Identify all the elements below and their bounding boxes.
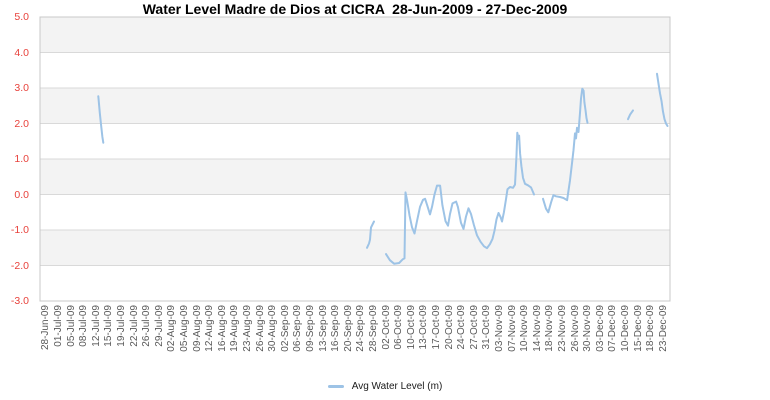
plot-band: [40, 230, 670, 266]
x-axis-tick-label: 13-Sep-09: [317, 305, 329, 352]
plot-border: [39, 16, 671, 302]
plot-band: [40, 123, 670, 159]
x-axis-tick-label: 15-Dec-09: [632, 305, 644, 352]
x-axis-tick-label: 05-Jul-09: [65, 305, 77, 347]
x-axis-tick-label: 23-Nov-09: [556, 305, 568, 352]
x-axis-tick-label: 16-Sep-09: [330, 305, 342, 352]
plot-band: [40, 159, 670, 195]
x-axis-tick-label: 09-Sep-09: [304, 305, 316, 352]
x-axis-tick-label: 28-Jun-09: [40, 305, 52, 351]
series-line: [385, 131, 535, 265]
x-axis-tick-label: 19-Aug-09: [229, 305, 241, 352]
plot-band: [40, 17, 670, 53]
x-axis-tick-label: 23-Aug-09: [241, 305, 253, 352]
x-axis-tick-label: 24-Sep-09: [355, 305, 367, 352]
x-axis-tick-label: 26-Jul-09: [141, 305, 153, 347]
x-axis-tick-label: 08-Jul-09: [78, 305, 90, 347]
legend-label: Avg Water Level (m): [351, 380, 443, 392]
plot-band: [40, 52, 670, 88]
x-axis-tick-label: 09-Aug-09: [191, 305, 203, 352]
x-axis-tick-label: 02-Aug-09: [166, 305, 178, 352]
y-axis-tick-label: -2.0: [10, 259, 29, 272]
x-axis-tick-label: 22-Jul-09: [128, 305, 140, 347]
x-axis-tick-label: 18-Dec-09: [645, 305, 657, 352]
legend: Avg Water Level (m): [0, 378, 770, 394]
x-axis-tick-label: 03-Dec-09: [594, 305, 606, 352]
x-axis-tick-label: 20-Oct-09: [443, 305, 455, 350]
x-axis-tick-label: 10-Dec-09: [619, 305, 631, 352]
y-axis-tick-label: -1.0: [10, 224, 29, 236]
y-axis-tick-label: 4.0: [14, 46, 29, 59]
x-axis-tick-label: 20-Sep-09: [342, 305, 354, 352]
x-axis-tick-label: 31-Oct-09: [481, 305, 493, 350]
x-axis-tick-label: 30-Aug-09: [267, 305, 279, 352]
x-axis-tick-label: 13-Oct-09: [418, 305, 430, 350]
legend-line-swatch: [327, 384, 344, 388]
y-axis-tick-label: 2.0: [14, 117, 29, 130]
x-axis-tick-label: 15-Jul-09: [103, 305, 115, 347]
y-axis-tick-label: 1.0: [14, 153, 29, 165]
x-axis-tick-label: 12-Jul-09: [90, 305, 102, 347]
x-axis-tick-label: 10-Nov-09: [519, 305, 531, 352]
x-axis-tick-label: 05-Aug-09: [178, 305, 190, 352]
x-axis-tick-label: 02-Sep-09: [279, 305, 291, 352]
x-axis-tick-label: 26-Aug-09: [254, 305, 266, 352]
y-axis-tick-label: -3.0: [10, 295, 29, 307]
x-axis-tick-label: 07-Dec-09: [607, 305, 619, 352]
series-line: [97, 95, 105, 144]
x-axis-tick-label: 23-Dec-09: [657, 305, 669, 352]
series-line: [542, 87, 589, 214]
x-axis-tick-label: 19-Jul-09: [115, 305, 127, 347]
x-axis-tick-label: 30-Nov-09: [582, 305, 594, 352]
x-axis-tick-label: 17-Oct-09: [430, 305, 442, 350]
x-axis-tick-label: 24-Oct-09: [456, 305, 468, 350]
x-axis-tick-label: 29-Jul-09: [153, 305, 165, 347]
x-axis-tick-label: 18-Nov-09: [544, 305, 556, 352]
series-line: [366, 220, 375, 249]
x-axis-tick-label: 16-Aug-09: [216, 305, 228, 352]
x-axis-tick-label: 26-Nov-09: [569, 305, 581, 352]
x-axis-tick-label: 12-Aug-09: [204, 305, 216, 352]
y-axis-tick-label: 3.0: [14, 82, 29, 94]
plot-band: [40, 194, 670, 230]
x-axis-tick-label: 27-Oct-09: [468, 305, 480, 350]
x-axis-tick-label: 01-Jul-09: [52, 305, 64, 347]
plot-band: [40, 265, 670, 301]
x-axis-tick-label: 10-Oct-09: [405, 305, 417, 350]
x-axis-tick-label: 03-Nov-09: [493, 305, 505, 352]
y-axis-tick-label: 5.0: [14, 11, 29, 23]
x-axis-tick-label: 28-Sep-09: [367, 305, 379, 352]
y-axis-tick-label: 0.0: [14, 188, 29, 201]
x-axis-tick-label: 02-Oct-09: [380, 305, 392, 350]
x-axis-tick-label: 06-Oct-09: [393, 305, 405, 350]
chart-title: Water Level Madre de Dios at CICRA 28-Ju…: [142, 1, 568, 17]
x-axis-tick-label: 14-Nov-09: [531, 305, 543, 352]
series-line: [627, 109, 634, 121]
plot-band: [40, 88, 670, 124]
x-axis-tick-label: 07-Nov-09: [506, 305, 518, 352]
series-line: [656, 72, 669, 127]
x-axis-tick-label: 06-Sep-09: [292, 305, 304, 352]
